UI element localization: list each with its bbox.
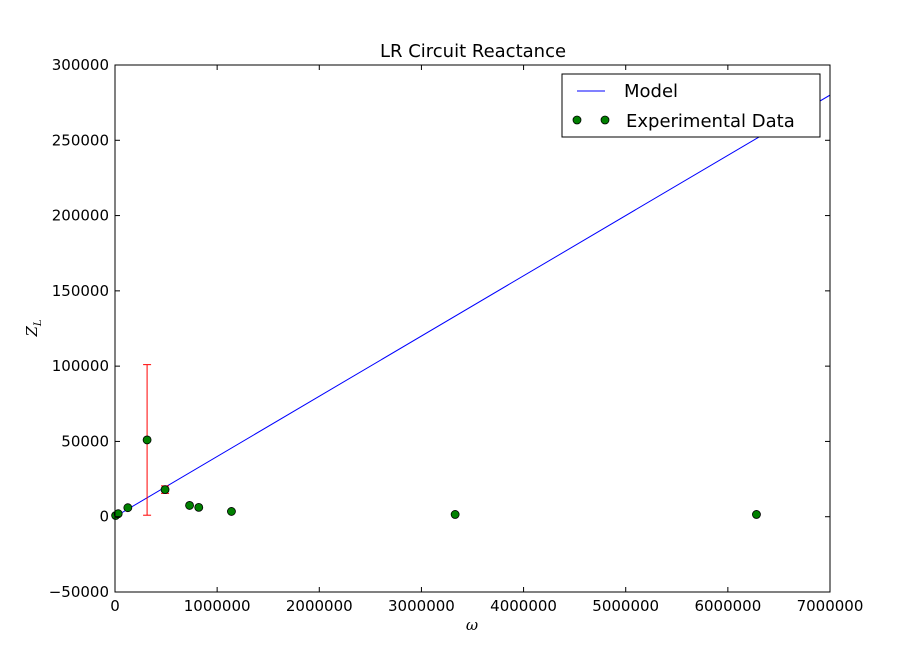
- data-point: [752, 510, 761, 519]
- x-tick-label: 7000000: [797, 597, 864, 615]
- legend-box: [561, 73, 821, 138]
- chart-title: LR Circuit Reactance: [380, 41, 566, 62]
- axis-ticks: 0 1000000 2000000 3000000 4000000 5000000 6000…: [49, 56, 864, 615]
- legend-marker-data-right: [600, 115, 610, 125]
- data-point: [160, 485, 170, 495]
- data-point: [450, 510, 460, 519]
- data-point: [123, 503, 133, 513]
- y-tick-label: 150000: [52, 282, 109, 300]
- x-tick-label: 6000000: [694, 597, 761, 615]
- y-tick-label: 50000: [61, 432, 109, 450]
- x-tick-label: 3000000: [388, 597, 455, 615]
- x-tick-label: 4000000: [490, 597, 557, 615]
- y-axis-label-sub: L: [33, 319, 44, 327]
- y-tick-label: 250000: [52, 131, 109, 149]
- x-tick-label: 5000000: [592, 597, 659, 615]
- x-axis-label: ω: [466, 616, 478, 634]
- x-tick-label: 0: [110, 597, 120, 615]
- legend-label-data: Experimental Data: [626, 111, 795, 132]
- data-point: [185, 501, 194, 510]
- x-tick-label: 1000000: [184, 597, 251, 615]
- x-tick-label: 2000000: [286, 597, 353, 615]
- y-axis-label: ZL: [23, 319, 44, 337]
- legend-label-model: Model: [624, 81, 678, 102]
- y-axis-label-main: Z: [23, 326, 41, 338]
- legend-marker-data-left: [572, 115, 582, 125]
- legend: Model Experimental Data: [561, 73, 821, 138]
- y-tick-label: 0: [99, 508, 109, 526]
- data-point: [113, 509, 123, 519]
- y-tick-label: 300000: [52, 56, 109, 74]
- y-tick-label: 200000: [52, 207, 109, 225]
- data-point: [142, 435, 152, 445]
- data-point: [227, 507, 236, 516]
- plot-frame: [114, 64, 831, 593]
- y-tick-label: 100000: [52, 357, 109, 375]
- data-point: [194, 502, 204, 512]
- y-tick-label: −50000: [49, 583, 109, 601]
